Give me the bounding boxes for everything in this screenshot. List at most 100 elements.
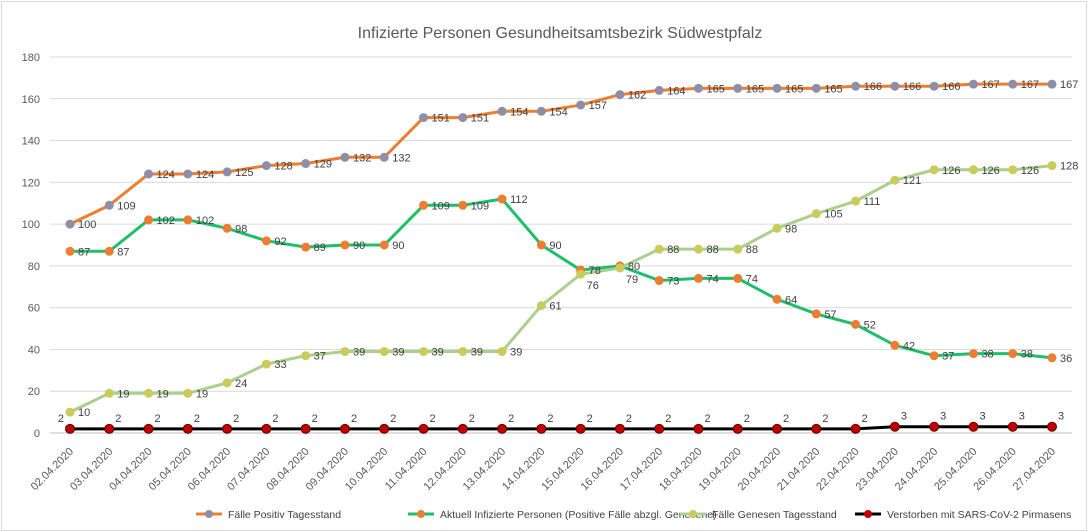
data-point — [811, 83, 821, 93]
data-label: 73 — [667, 276, 679, 288]
data-point — [458, 347, 468, 357]
data-label: 112 — [510, 194, 528, 206]
data-label: 100 — [78, 219, 96, 231]
legend-label: Fälle Genesen Tagesstand — [712, 509, 837, 521]
data-point — [929, 165, 939, 175]
data-label: 87 — [78, 246, 90, 258]
data-label: 165 — [706, 83, 724, 95]
data-point — [458, 113, 468, 123]
data-label: 76 — [587, 280, 599, 292]
data-label: 19 — [117, 388, 129, 400]
data-label: 2 — [508, 413, 514, 425]
series-2 — [65, 161, 1057, 417]
data-point — [693, 83, 703, 93]
data-point — [379, 240, 389, 250]
data-point — [379, 423, 390, 434]
data-label: 124 — [196, 169, 214, 181]
data-label: 3 — [1019, 411, 1025, 423]
data-label: 109 — [117, 200, 135, 212]
series-3-labels: 2 2 2 2 2 2 2 2 2 2 2 2 2 2 2 2 2 2 2 2 2 3 3 3 3 3 — [58, 411, 1064, 425]
data-point — [576, 100, 586, 110]
data-point — [379, 347, 389, 357]
data-label: 132 — [353, 152, 371, 164]
data-point — [1047, 421, 1057, 432]
data-label: 19 — [196, 388, 208, 400]
data-point — [144, 169, 154, 179]
data-label: 164 — [667, 85, 685, 97]
data-point — [733, 273, 743, 283]
data-point — [851, 81, 861, 91]
data-label: 124 — [157, 169, 175, 181]
data-label: 57 — [824, 309, 836, 321]
data-point — [261, 359, 271, 369]
data-point — [890, 81, 900, 91]
data-point — [340, 240, 350, 250]
data-label: 111 — [864, 196, 881, 208]
data-point — [654, 276, 664, 286]
data-point — [261, 161, 271, 171]
data-label: 2 — [194, 413, 200, 425]
data-point — [418, 423, 429, 434]
data-label: 105 — [824, 209, 842, 221]
data-label: 74 — [706, 273, 718, 285]
data-point — [419, 113, 429, 123]
data-label: 165 — [746, 83, 764, 95]
data-label: 36 — [1060, 353, 1072, 365]
data-point — [1007, 421, 1018, 432]
data-label: 39 — [510, 347, 522, 359]
x-tick-label: 27.04.2020 — [1011, 446, 1058, 493]
data-label: 42 — [903, 340, 915, 352]
data-label: 61 — [549, 301, 561, 313]
data-point — [929, 351, 939, 361]
data-point — [1008, 349, 1018, 359]
data-point — [104, 200, 114, 210]
series-1-labels: 87 87 102 102 98 92 89 90 90 109 109 112 90 78 80 73 74 7… — [78, 194, 1072, 365]
data-point — [890, 340, 900, 350]
data-label: 151 — [432, 113, 450, 125]
data-point — [144, 388, 154, 398]
data-point — [733, 244, 743, 254]
data-point — [340, 152, 350, 162]
data-label: 126 — [942, 165, 960, 177]
data-point — [340, 347, 350, 357]
data-label: 166 — [942, 81, 960, 93]
data-point — [654, 85, 664, 95]
data-point — [301, 159, 311, 169]
series-line — [70, 425, 1052, 431]
data-point — [929, 81, 939, 91]
series-0 — [65, 79, 1057, 229]
data-label: 2 — [390, 413, 396, 425]
data-point — [693, 423, 704, 434]
y-tick-label: 40 — [28, 344, 40, 356]
data-point — [183, 388, 193, 398]
legend-label: Aktuell Infizierte Personen (Positive Fä… — [440, 509, 717, 521]
data-label: 3 — [1058, 411, 1064, 423]
data-point — [222, 167, 232, 177]
data-point — [222, 223, 232, 233]
data-point — [419, 200, 429, 210]
data-label: 126 — [1021, 165, 1039, 177]
data-label: 154 — [510, 106, 528, 118]
chart-title: Infizierte Personen Gesundheitsamtsbezir… — [358, 25, 763, 42]
data-point — [968, 349, 978, 359]
data-point — [419, 347, 429, 357]
data-point — [654, 423, 665, 434]
data-point — [732, 423, 743, 434]
x-tick-label: 10.04.2020 — [343, 446, 390, 493]
data-label: 2 — [862, 413, 868, 425]
data-label: 2 — [58, 413, 64, 425]
series-1 — [65, 194, 1057, 363]
data-label: 126 — [981, 165, 999, 177]
data-label: 165 — [824, 83, 842, 95]
data-label: 39 — [353, 347, 365, 359]
data-point — [889, 421, 900, 432]
data-point — [811, 423, 822, 434]
data-point — [300, 423, 311, 434]
data-label: 2 — [665, 413, 671, 425]
data-label: 37 — [942, 351, 954, 363]
data-point — [851, 319, 861, 329]
data-label: 2 — [587, 413, 593, 425]
legend-item: Aktuell Infizierte Personen (Positive Fä… — [408, 509, 717, 521]
